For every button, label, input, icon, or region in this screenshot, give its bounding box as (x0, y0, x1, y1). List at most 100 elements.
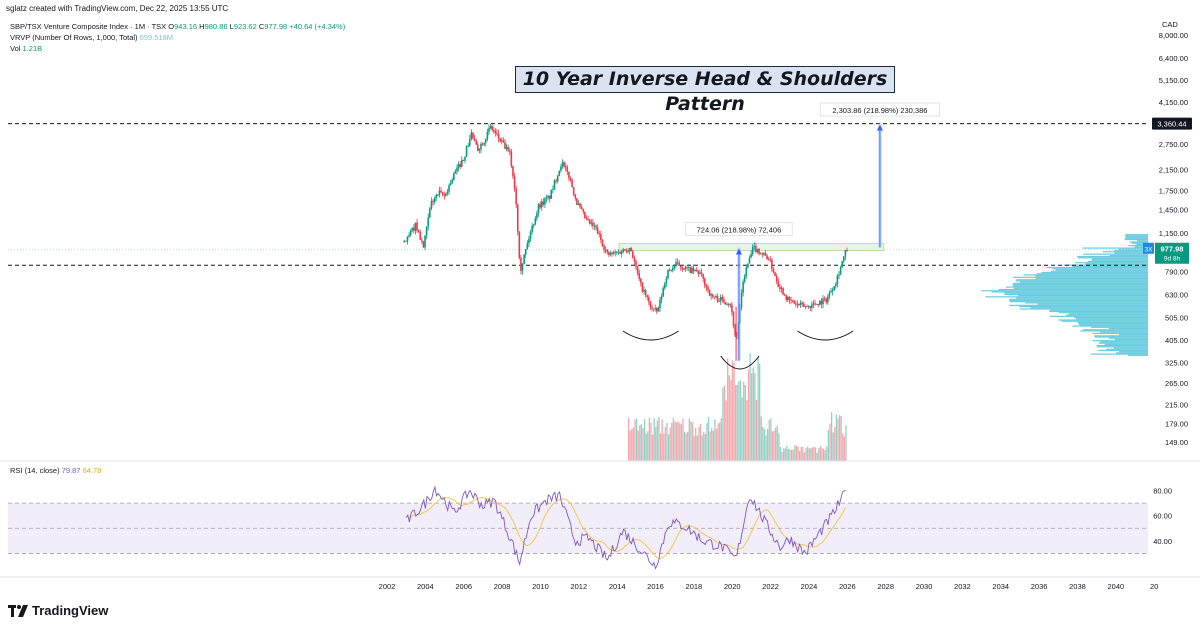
volume-bar (711, 427, 713, 461)
candle-body (601, 239, 604, 247)
candle-body (801, 302, 804, 304)
candle-body (742, 281, 744, 293)
volume-bar (647, 431, 649, 461)
volume-profile-row (1012, 284, 1148, 286)
candle-body (470, 132, 473, 139)
candle-body (403, 240, 406, 243)
high-value: 980.86 (204, 22, 228, 31)
candle-body (480, 143, 482, 150)
price-tick-label: 1,750.00 (1159, 186, 1188, 195)
candle-body (630, 248, 633, 252)
candle-body (796, 303, 799, 305)
volume-bar (653, 418, 655, 461)
volume-bar (842, 433, 844, 461)
volume-row: Vol 1.21B (10, 43, 345, 54)
candle-body (531, 225, 533, 233)
volume-profile-row (1114, 338, 1148, 341)
high-label: H (199, 22, 205, 31)
candle-body (555, 180, 557, 182)
candle-body (588, 219, 591, 224)
right-shoulder-arc (797, 330, 854, 341)
candle-body (644, 289, 647, 296)
candle-body (598, 233, 601, 235)
candle-body (419, 232, 422, 240)
price-axis[interactable]: 8,000.00 6,400.00 5,150.00 4,150.00 2,750.00… (0, 31, 1200, 462)
tradingview-logo[interactable]: TradingView (8, 603, 108, 618)
candle-body (731, 304, 733, 313)
candle-body (429, 208, 431, 218)
volume-profile-row (1104, 343, 1148, 345)
candle-body (619, 251, 621, 254)
candle-body (771, 259, 773, 269)
volume-profile-row (1119, 351, 1148, 353)
candle-body (577, 203, 580, 206)
candle-body (478, 149, 481, 151)
candle-body (464, 156, 466, 161)
volume-bar (682, 418, 684, 461)
volume-profile-row (1114, 252, 1148, 254)
volume-profile-row (1083, 329, 1148, 331)
candle-body (528, 238, 530, 244)
rsi-label-text[interactable]: RSI (14, close) (10, 466, 60, 475)
volume-bar (810, 448, 812, 461)
candle-body (424, 235, 426, 248)
time-tick-label: 2018 (686, 582, 703, 591)
candle-body (456, 167, 458, 172)
candle-body (473, 138, 476, 141)
time-axis[interactable]: 2002 2004 2006 2008 2010 2012 2014 2016 2018 2020… (0, 576, 1200, 591)
volume-profile-row (1091, 259, 1148, 261)
volume-bar (685, 433, 687, 461)
candle-body (748, 257, 751, 264)
volume-profile-row (1136, 243, 1148, 246)
volume-profile-row (1016, 297, 1148, 299)
candle-body (561, 162, 564, 167)
candle-body (411, 227, 414, 231)
volume-bar (818, 448, 820, 461)
volume-bar (763, 429, 766, 461)
volume-bar (725, 400, 727, 461)
volume-profile-row (1125, 236, 1148, 238)
vrvp-label[interactable]: VRVP (Number Of Rows, 1,000, Total) (10, 33, 138, 42)
currency-label[interactable]: CAD (1162, 20, 1178, 29)
volume-profile-row (985, 296, 1148, 298)
volume-bar (762, 426, 764, 461)
volume-bar (688, 418, 691, 461)
pattern-title-box[interactable]: 10 Year Inverse Head & Shoulders Pattern (515, 66, 895, 115)
price-tick-label: 149.00 (1165, 438, 1188, 447)
candle-body (445, 193, 447, 196)
volume-bar (728, 375, 730, 461)
candle-body (820, 300, 823, 305)
candle-body (569, 178, 572, 181)
candle-body (624, 249, 626, 251)
volume-bar (690, 421, 692, 461)
symbol-name[interactable]: SBP/TSX Venture Composite Index · 1M · T… (10, 22, 167, 31)
volume-bar (773, 430, 775, 461)
candle-body (406, 236, 409, 242)
candle-body (751, 246, 754, 255)
candle-body (823, 298, 826, 300)
candle-body (676, 262, 679, 264)
vrvp-value: 659.518M (139, 33, 174, 42)
volume-label[interactable]: Vol (10, 44, 21, 53)
open-label: O (168, 22, 175, 31)
candle-body (643, 289, 645, 292)
candle-body (809, 306, 812, 308)
rsi-line (405, 485, 846, 570)
close-value: 977.98 (264, 22, 288, 31)
volume-profile-row (1076, 256, 1148, 258)
candle-body (449, 183, 452, 186)
candle-body (707, 287, 709, 291)
volume-profile-row (1109, 254, 1148, 256)
volume-bar (675, 422, 678, 461)
volume-bar (712, 430, 714, 461)
volume-bar (759, 363, 761, 461)
candle-body (600, 233, 602, 240)
volume-bar (693, 435, 695, 461)
candle-body (499, 138, 501, 142)
volume-bar (703, 431, 705, 461)
volume-bar (767, 428, 769, 461)
candle-body (812, 303, 815, 305)
candle-body (512, 166, 514, 177)
candle-body (612, 251, 615, 254)
